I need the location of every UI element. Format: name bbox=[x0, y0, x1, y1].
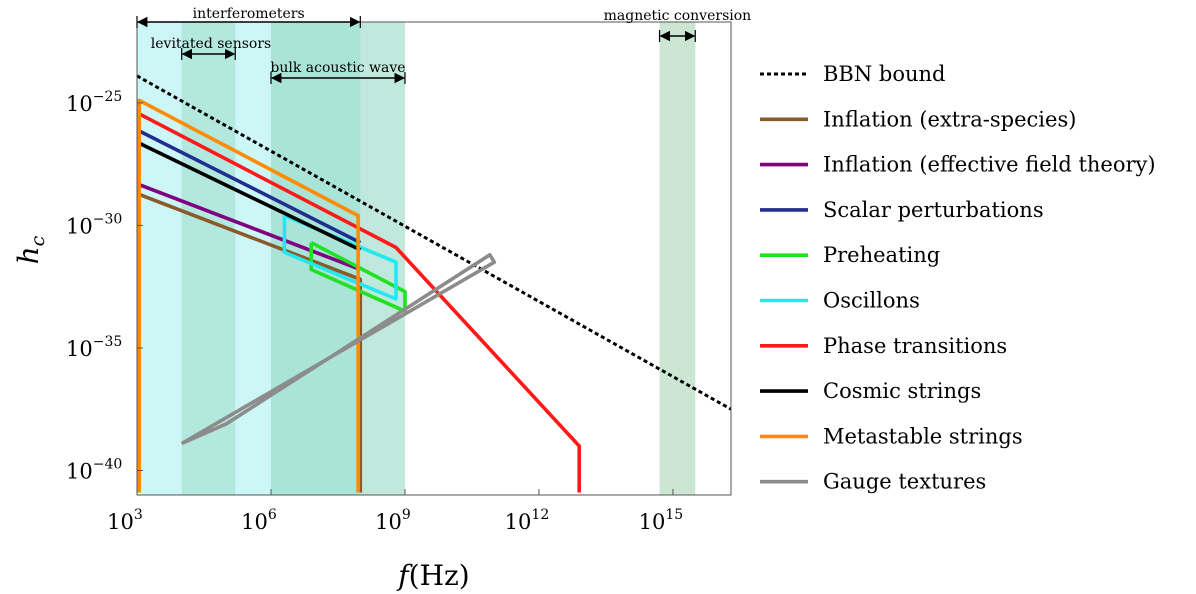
y-axis-label: hc bbox=[12, 235, 49, 264]
x-axis-ticks: 103 106 109 1012 1015 bbox=[107, 489, 683, 534]
series-cosmic-strings bbox=[137, 140, 362, 252]
band-label-interferometers: interferometers bbox=[193, 6, 305, 22]
legend-label-metastable-strings: Metastable strings bbox=[823, 424, 1023, 448]
x-tick-label: 103 bbox=[107, 507, 143, 534]
series-inflation-extra-species bbox=[137, 191, 363, 493]
legend-label-preheating: Preheating bbox=[823, 243, 940, 267]
y-tick-label: 10−30 bbox=[66, 211, 122, 238]
series-inflation-effective-field-theory bbox=[137, 182, 361, 272]
legend: BBN bound Inflation (extra-species) Inflat… bbox=[760, 62, 1156, 494]
band-label-levitated-sensors: levitated sensors bbox=[151, 36, 271, 52]
x-tick-label: 1015 bbox=[639, 507, 684, 534]
y-axis-ticks: 10−25 10−30 10−35 10−40 bbox=[66, 89, 143, 483]
band-label-magnetic-conversion: magnetic conversion bbox=[604, 8, 752, 24]
band-labels: interferometers levitated sensors bulk aco… bbox=[136, 6, 752, 84]
y-tick-label: 10−40 bbox=[66, 456, 122, 483]
legend-label-phase-transitions: Phase transitions bbox=[823, 334, 1007, 358]
series-scalar-perturbations bbox=[137, 128, 362, 245]
gw-spectra bbox=[137, 74, 731, 493]
x-axis-label: f(Hz) bbox=[396, 559, 469, 592]
legend-label-oscillons: Oscillons bbox=[823, 289, 920, 313]
legend-label-gauge-textures: Gauge textures bbox=[823, 470, 986, 494]
band-label-bulk-acoustic-wave: bulk acoustic wave bbox=[270, 60, 405, 76]
band-magnetic-conversion bbox=[659, 22, 696, 495]
x-tick-label: 109 bbox=[375, 507, 411, 534]
detector-bands bbox=[137, 22, 696, 495]
plot-frame bbox=[136, 21, 732, 496]
series-phase-transitions bbox=[137, 110, 581, 493]
legend-label-bbn-bound: BBN bound bbox=[823, 62, 946, 86]
series-bbn-bound bbox=[137, 74, 731, 411]
y-tick-label: 10−25 bbox=[66, 89, 122, 116]
series-metastable-strings bbox=[137, 98, 360, 493]
x-tick-label: 106 bbox=[241, 507, 277, 534]
legend-label-inflation-effective-field-theory: Inflation (effective field theory) bbox=[823, 153, 1156, 177]
y-tick-label: 10−35 bbox=[66, 334, 122, 361]
legend-label-inflation-extra-species: Inflation (extra-species) bbox=[823, 107, 1076, 131]
legend-label-cosmic-strings: Cosmic strings bbox=[823, 379, 981, 403]
x-tick-label: 1012 bbox=[505, 507, 550, 534]
legend-label-scalar-perturbations: Scalar perturbations bbox=[823, 198, 1044, 222]
series-gauge-textures bbox=[180, 253, 497, 446]
